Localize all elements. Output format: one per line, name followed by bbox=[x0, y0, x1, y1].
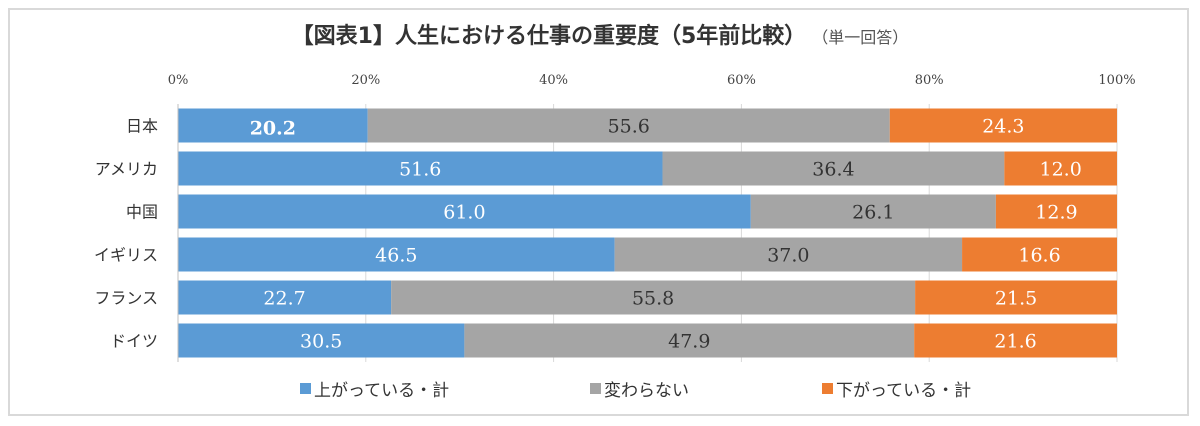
data-label: 26.1 bbox=[852, 202, 894, 224]
data-label: 30.5 bbox=[300, 331, 342, 353]
bar-segment bbox=[662, 151, 1005, 186]
data-label: 20.2 bbox=[250, 118, 296, 140]
bar-segment bbox=[178, 280, 392, 315]
x-tick-label: 100% bbox=[1098, 73, 1135, 88]
data-label: 36.4 bbox=[812, 159, 854, 181]
bar-segment bbox=[464, 323, 915, 358]
data-label: 16.6 bbox=[1018, 245, 1060, 267]
category-label: フランス bbox=[94, 289, 158, 308]
data-label: 12.0 bbox=[1040, 159, 1082, 181]
data-label: 21.5 bbox=[995, 288, 1037, 310]
data-label: 24.3 bbox=[982, 116, 1024, 138]
data-label: 61.0 bbox=[443, 202, 485, 224]
legend-label: 上がっている・計 bbox=[314, 381, 450, 401]
category-label: 日本 bbox=[126, 117, 158, 136]
legend-swatch bbox=[822, 383, 833, 394]
data-label: 55.8 bbox=[632, 288, 674, 310]
category-label: 中国 bbox=[126, 203, 158, 222]
bar-segment bbox=[367, 108, 890, 143]
bar-segment bbox=[750, 194, 996, 229]
chart-frame bbox=[8, 8, 1189, 416]
category-label: ドイツ bbox=[110, 332, 158, 351]
x-tick-label: 80% bbox=[915, 73, 944, 88]
x-tick-label: 60% bbox=[727, 73, 756, 88]
legend-item: 下がっている・計 bbox=[822, 376, 971, 401]
bar-segment bbox=[1004, 151, 1117, 186]
bar-segment bbox=[178, 108, 368, 143]
title-text: 【図表1】人生における仕事の重要度（5年前比較） bbox=[291, 24, 807, 49]
category-label: イギリス bbox=[94, 246, 158, 265]
bar-segment bbox=[962, 237, 1117, 272]
subtitle-text: （単一回答） bbox=[820, 28, 909, 47]
data-label: 47.9 bbox=[668, 331, 710, 353]
data-label: 37.0 bbox=[767, 245, 809, 267]
bar-segment bbox=[995, 194, 1117, 229]
bar-segment bbox=[914, 323, 1117, 358]
data-label: 46.5 bbox=[375, 245, 417, 267]
data-label: 12.9 bbox=[1035, 202, 1077, 224]
bar-segment bbox=[178, 151, 663, 186]
legend-swatch bbox=[590, 383, 601, 394]
x-tick-label: 0% bbox=[168, 73, 189, 88]
bar-segment bbox=[178, 237, 615, 272]
bar-segment bbox=[915, 280, 1117, 315]
legend-label: 下がっている・計 bbox=[836, 381, 972, 401]
legend-item: 変わらない bbox=[590, 376, 689, 401]
x-tick-label: 40% bbox=[539, 73, 568, 88]
chart-title: 【図表1】人生における仕事の重要度（5年前比較） （単一回答） bbox=[0, 18, 1200, 50]
bar-segment bbox=[391, 280, 916, 315]
data-label: 55.6 bbox=[608, 116, 650, 138]
x-tick-label: 20% bbox=[351, 73, 380, 88]
category-label: アメリカ bbox=[95, 160, 158, 179]
data-label: 22.7 bbox=[263, 288, 305, 310]
data-label: 21.6 bbox=[994, 331, 1036, 353]
bar-segment bbox=[614, 237, 963, 272]
legend-item: 上がっている・計 bbox=[300, 376, 449, 401]
bar-segment bbox=[178, 323, 465, 358]
legend-swatch bbox=[300, 383, 311, 394]
legend-label: 変わらない bbox=[604, 381, 689, 401]
data-label: 51.6 bbox=[399, 159, 441, 181]
bar-segment bbox=[889, 108, 1117, 143]
bar-segment bbox=[178, 194, 751, 229]
